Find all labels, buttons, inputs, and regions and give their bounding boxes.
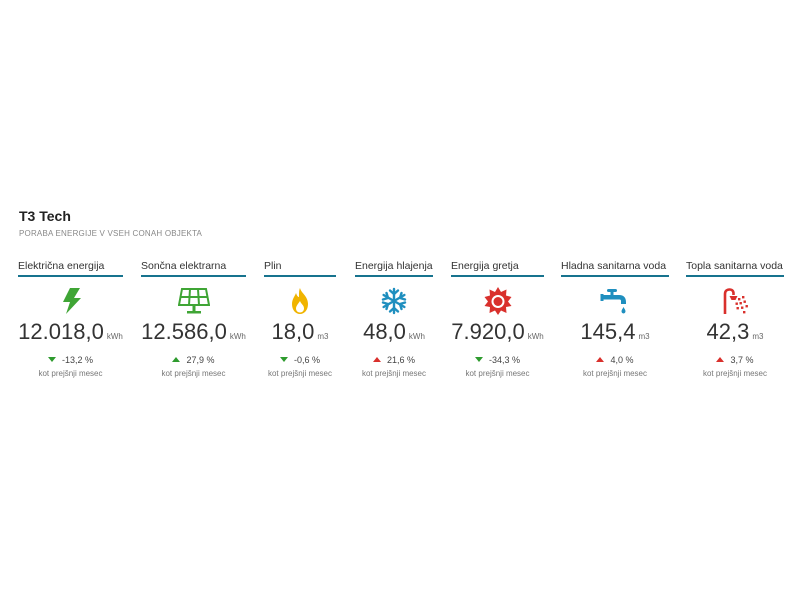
card-label: Električna energija — [18, 257, 123, 277]
trend-down-icon — [279, 357, 288, 362]
trend-indicator: 4,0 % — [561, 354, 669, 365]
card-hot-sanitary-water[interactable]: Topla sanitarna voda 42,3 — [686, 257, 784, 378]
trend-up-icon — [596, 357, 605, 362]
card-label: Energija hlajenja — [355, 257, 433, 277]
card-value: 12.586,0 — [141, 319, 227, 344]
shower-icon — [686, 284, 784, 318]
trend-indicator: 27,9 % — [141, 354, 246, 365]
card-change: 27,9 % — [186, 354, 215, 365]
card-value: 42,3 — [706, 319, 750, 344]
card-unit: kWh — [106, 332, 123, 341]
card-change: 3,7 % — [730, 354, 754, 365]
card-unit: kWh — [229, 332, 246, 341]
card-unit: kWh — [527, 332, 544, 341]
trend-down-icon — [474, 357, 483, 362]
card-value: 48,0 — [363, 319, 406, 344]
card-unit: m3 — [752, 332, 764, 341]
card-unit: kWh — [408, 332, 425, 341]
trend-down-icon — [47, 357, 56, 362]
solar-panel-icon — [141, 284, 246, 318]
page-subtitle: PORABA ENERGIJE V VSEH CONAH OBJEKTA — [19, 229, 203, 238]
trend-up-icon — [716, 357, 725, 362]
card-value: 12.018,0 — [18, 319, 104, 344]
card-compare: kot prejšnji mesec — [161, 369, 226, 378]
card-electric-energy[interactable]: Električna energija 12.018,0 kWh -13,2 %… — [18, 257, 123, 378]
card-solar-plant[interactable]: Sončna elektrarna 12.586,0 kWh 27,9 % ko… — [141, 257, 246, 378]
trend-up-icon — [172, 357, 181, 362]
trend-indicator: 3,7 % — [686, 354, 784, 365]
card-compare: kot prejšnji mesec — [465, 369, 530, 378]
card-label: Sončna elektrarna — [141, 257, 246, 277]
card-heating-energy[interactable]: Energija gretja 7.920,0 kWh -34,3 % kot … — [451, 257, 544, 378]
card-cold-sanitary-water[interactable]: Hladna sanitarna voda 145,4 m3 4,0 % kot… — [561, 257, 669, 378]
energy-cards: Električna energija 12.018,0 kWh -13,2 %… — [0, 257, 800, 397]
trend-indicator: -0,6 % — [264, 354, 336, 365]
card-compare: kot prejšnji mesec — [38, 369, 103, 378]
dashboard-header: T3 Tech PORABA ENERGIJE V VSEH CONAH OBJ… — [19, 208, 202, 239]
card-change: 4,0 % — [610, 354, 634, 365]
trend-indicator: -34,3 % — [451, 354, 544, 365]
card-label: Topla sanitarna voda — [686, 257, 784, 277]
water-tap-icon — [561, 284, 669, 318]
page-title: T3 Tech — [19, 208, 71, 224]
card-value: 145,4 — [580, 319, 636, 344]
card-unit: m3 — [638, 332, 650, 341]
card-gas[interactable]: Plin 18,0 m3 -0,6 % kot prejšnji mesec — [264, 257, 336, 378]
lightning-bolt-icon — [18, 284, 123, 318]
trend-up-icon — [372, 357, 381, 362]
card-change: 21,6 % — [386, 354, 416, 365]
card-value: 7.920,0 — [451, 319, 525, 344]
trend-indicator: 21,6 % — [355, 354, 433, 365]
sun-icon — [451, 284, 544, 318]
card-unit: m3 — [317, 332, 329, 341]
card-compare: kot prejšnji mesec — [267, 369, 333, 378]
card-cooling-energy[interactable]: Energija hlajenja 48,0 kWh — [355, 257, 433, 378]
card-label: Hladna sanitarna voda — [561, 257, 669, 277]
card-value: 18,0 — [271, 319, 315, 344]
card-change: -34,3 % — [488, 354, 521, 365]
card-compare: kot prejšnji mesec — [361, 369, 427, 378]
card-compare: kot prejšnji mesec — [582, 369, 648, 378]
flame-icon — [264, 284, 336, 318]
card-change: -13,2 % — [61, 354, 94, 365]
snowflake-icon — [355, 284, 433, 318]
trend-indicator: -13,2 % — [18, 354, 123, 365]
card-change: -0,6 % — [293, 354, 320, 365]
card-label: Energija gretja — [451, 257, 544, 277]
card-compare: kot prejšnji mesec — [702, 369, 768, 378]
card-label: Plin — [264, 257, 336, 277]
